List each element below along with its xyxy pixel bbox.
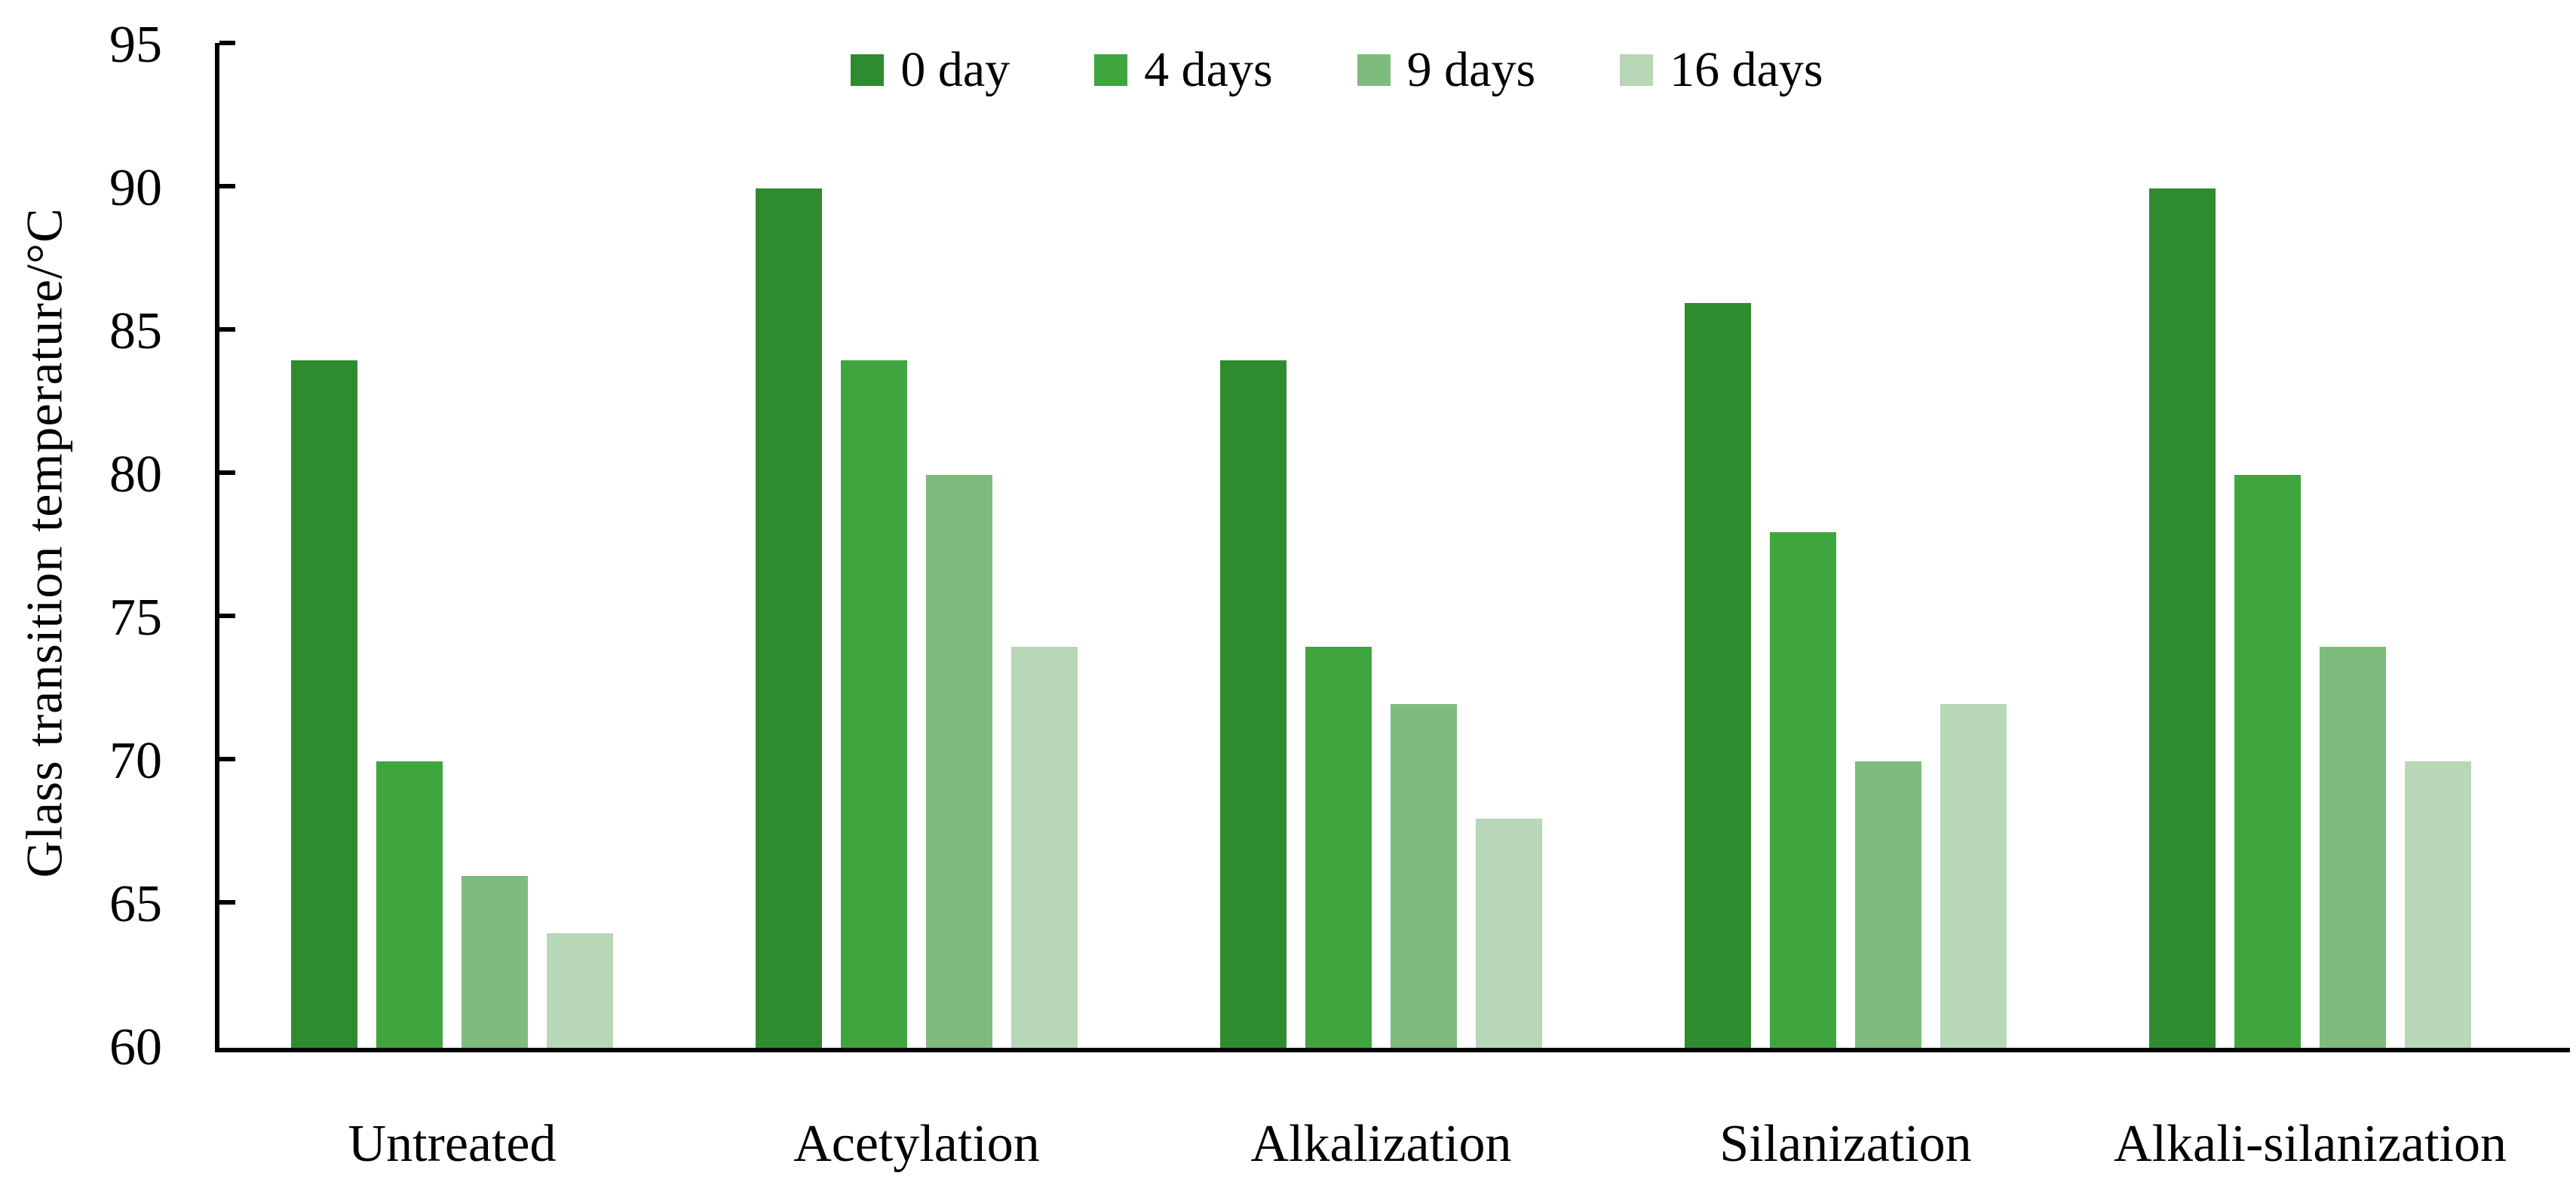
plot-area: [215, 41, 2570, 1052]
y-tick-mark-85: [219, 327, 235, 332]
y-tick-mark-65: [219, 900, 235, 905]
y-tick-mark-95: [219, 41, 235, 45]
legend-item-4-days: 4 days: [1094, 41, 1273, 99]
legend-swatch-icon: [1620, 54, 1654, 86]
bar-16-days-alkali-silanization: [2405, 761, 2471, 1048]
legend: 0 day 4 days 9 days 16 days: [49, 41, 2576, 99]
bar-9-days-silanization: [1855, 761, 1921, 1048]
bar-16-days-untreated: [547, 933, 613, 1048]
x-category-label-silanization: Silanization: [1719, 1115, 1972, 1173]
bar-0-day-untreated: [291, 360, 357, 1048]
y-tick-label-95: 95: [109, 16, 162, 74]
y-tick-mark-70: [219, 757, 235, 761]
bar-9-days-alkali-silanization: [2320, 647, 2386, 1048]
bar-group-untreated: [291, 43, 613, 1048]
bar-4-days-untreated: [376, 761, 443, 1048]
bar-4-days-silanization: [1770, 532, 1836, 1048]
legend-item-9-days: 9 days: [1357, 41, 1535, 99]
x-category-label-alkalization: Alkalization: [1250, 1115, 1512, 1173]
legend-label: 4 days: [1144, 42, 1273, 97]
y-tick-mark-75: [219, 614, 235, 618]
y-tick-label-70: 70: [109, 732, 162, 790]
y-tick-label-85: 85: [109, 302, 162, 360]
bar-0-day-acetylation: [756, 188, 822, 1048]
bar-0-day-alkalization: [1220, 360, 1286, 1048]
y-tick-label-60: 60: [109, 1018, 162, 1076]
bar-group-alkali-silanization: [2149, 43, 2471, 1048]
legend-swatch-icon: [1357, 54, 1391, 86]
bar-0-day-alkali-silanization: [2149, 188, 2216, 1048]
bar-16-days-alkalization: [1476, 819, 1542, 1048]
bar-4-days-alkali-silanization: [2234, 475, 2301, 1048]
bar-4-days-alkalization: [1305, 647, 1372, 1048]
x-category-label-alkali-silanization: Alkali-silanization: [2114, 1115, 2507, 1173]
bar-group-alkalization: [1220, 43, 1542, 1048]
bar-group-acetylation: [756, 43, 1078, 1048]
y-tick-label-80: 80: [109, 446, 162, 504]
legend-item-0-day: 0 day: [851, 41, 1010, 99]
legend-label: 16 days: [1670, 42, 1823, 97]
bar-0-day-silanization: [1685, 303, 1751, 1048]
bar-group-silanization: [1685, 43, 2007, 1048]
bar-16-days-acetylation: [1011, 647, 1078, 1048]
legend-label: 9 days: [1406, 42, 1536, 97]
bar-9-days-acetylation: [926, 475, 992, 1048]
y-tick-label-65: 65: [109, 875, 162, 933]
bar-4-days-acetylation: [841, 360, 907, 1048]
y-tick-label-90: 90: [109, 159, 162, 217]
bar-16-days-silanization: [1940, 704, 2007, 1048]
legend-label: 0 day: [900, 42, 1010, 97]
x-category-label-untreated: Untreated: [348, 1115, 557, 1173]
x-category-label-acetylation: Acetylation: [793, 1115, 1040, 1173]
legend-swatch-icon: [851, 54, 885, 86]
y-tick-mark-90: [219, 184, 235, 188]
y-tick-label-75: 75: [109, 589, 162, 647]
legend-item-16-days: 16 days: [1620, 41, 1823, 99]
bar-9-days-untreated: [462, 876, 528, 1048]
bar-9-days-alkalization: [1391, 704, 1457, 1048]
y-tick-mark-80: [219, 470, 235, 475]
legend-swatch-icon: [1094, 54, 1128, 86]
